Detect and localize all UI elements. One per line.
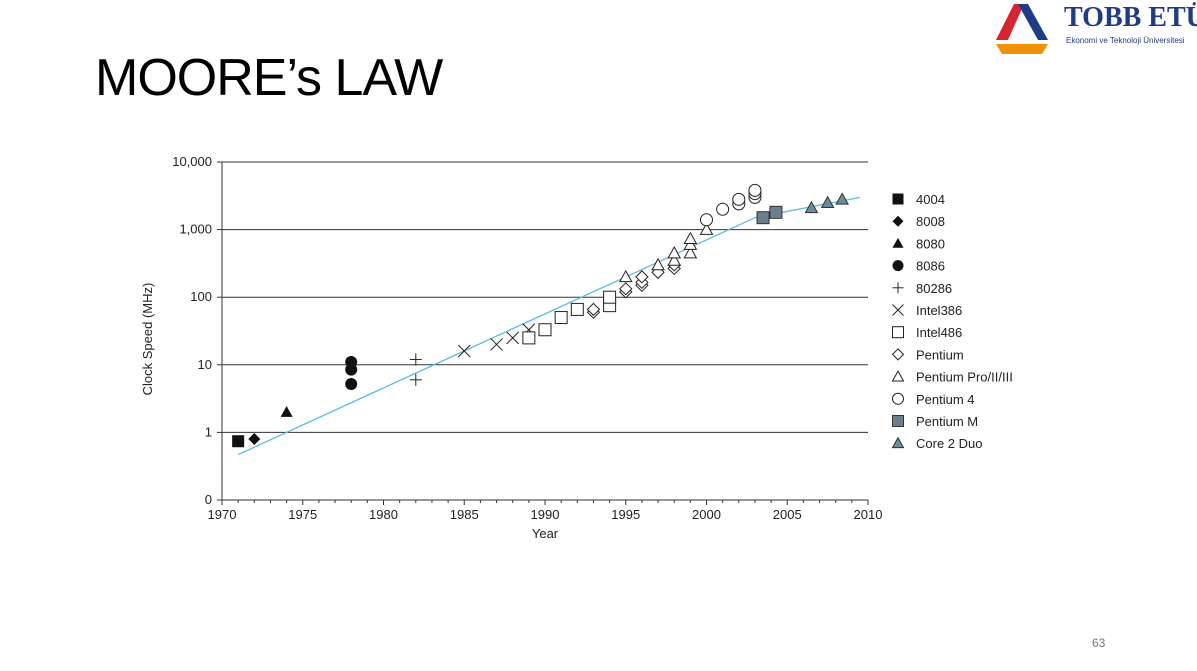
legend-marker-pentium xyxy=(891,348,905,361)
point-intel386-1 xyxy=(490,338,503,351)
point-4004-0 xyxy=(232,435,245,448)
point-intel386-0-b xyxy=(457,344,471,358)
y-tick-label-1: 1 xyxy=(205,424,212,439)
point-8086-0 xyxy=(345,377,358,390)
legend-marker-intel486 xyxy=(892,326,904,339)
axes xyxy=(217,161,869,505)
x-tick-label-3: 1985 xyxy=(450,507,479,522)
point-intel486-5 xyxy=(603,290,617,304)
y-axis-title: Clock Speed (MHz) xyxy=(140,283,155,396)
legend: 4004 8008 8080 8086 80286 Intel386 Intel486 Pen… xyxy=(891,192,1013,451)
y-tick-label-4: 1,000 xyxy=(179,222,212,237)
point-pentium-pro-ii-iii-3 xyxy=(667,246,682,259)
data-points xyxy=(232,183,850,448)
logo-title: TOBB ETÜ xyxy=(1064,2,1197,33)
y-tick-label-0: 0 xyxy=(205,492,212,507)
legend-label-core-2-duo: Core 2 Duo xyxy=(916,436,982,451)
point-pentium-pro-ii-iii-6 xyxy=(683,231,698,245)
legend-marker-8080 xyxy=(892,237,904,248)
page-number: 63 xyxy=(1092,636,1106,650)
point-intel486-0 xyxy=(522,331,536,345)
point-intel486-3 xyxy=(570,302,584,316)
logo-subtitle: Ekonomi ve Teknoloji Üniversitesi xyxy=(1066,36,1185,45)
point-pentium-pro-ii-iii-7 xyxy=(699,222,714,235)
legend-marker-intel386 xyxy=(892,304,904,316)
point-pentium-4-0 xyxy=(700,213,713,227)
point-pentium-3 xyxy=(619,282,633,296)
legend-marker-8008 xyxy=(892,215,904,227)
legend-label-pentium-4: Pentium 4 xyxy=(916,392,975,407)
point-pentium-1 xyxy=(586,302,601,317)
legend-label-pentium-pro-ii-iii: Pentium Pro/II/III xyxy=(916,370,1013,385)
point-8086-2 xyxy=(345,356,358,369)
legend-label-pentium: Pentium xyxy=(916,347,964,362)
legend-label-8080: 8080 xyxy=(916,236,945,251)
legend-label-8008: 8008 xyxy=(916,214,945,229)
legend-marker-pentium-m xyxy=(892,415,904,427)
point-core-2-duo-1 xyxy=(820,195,835,208)
point-intel486-1 xyxy=(538,323,552,337)
x-tick-label-0: 1970 xyxy=(208,507,237,522)
point-pentium-pro-ii-iii-1 xyxy=(651,257,665,271)
point-intel386-2 xyxy=(506,331,520,345)
legend-marker-8086 xyxy=(892,260,904,272)
logo-emblem-icon xyxy=(996,4,1048,54)
legend-label-intel486: Intel486 xyxy=(916,325,962,340)
x-tick-label-7: 2005 xyxy=(773,507,802,522)
legend-label-8086: 8086 xyxy=(916,259,945,274)
point-pentium-4-6 xyxy=(748,183,762,197)
legend-marker-80286 xyxy=(892,282,904,294)
point-pentium-pro-ii-iii-2 xyxy=(667,253,682,266)
point-intel486-2 xyxy=(554,311,568,325)
tobb-etu-logo: TOBB ETÜ Ekonomi ve Teknoloji Üniversite… xyxy=(992,0,1197,56)
slide-title: MOORE’s LAW xyxy=(95,49,443,107)
legend-marker-pentium-pro-ii-iii xyxy=(891,370,905,382)
legend-marker-intel386-b xyxy=(892,304,904,316)
point-pentium-pro-ii-iii-0 xyxy=(618,269,633,283)
legend-marker-pentium-4 xyxy=(892,392,904,405)
legend-marker-4004 xyxy=(892,193,904,205)
point-pentium-6 xyxy=(635,270,649,284)
x-tick-label-5: 1995 xyxy=(611,507,640,522)
point-80286-1 xyxy=(409,353,422,366)
point-core-2-duo-2 xyxy=(835,192,850,205)
point-80286-0 xyxy=(409,373,422,386)
point-8080-0 xyxy=(280,406,293,417)
point-pentium-pro-ii-iii-4 xyxy=(683,246,698,259)
legend-label-4004: 4004 xyxy=(916,192,945,207)
point-pentium-4-1 xyxy=(716,202,730,216)
x-tick-label-6: 2000 xyxy=(692,507,721,522)
tick-labels: 0 1 10 100 1,000 10,000 1970 1975 1980 1985 1990 19… xyxy=(172,154,882,522)
legend-label-pentium-m: Pentium M xyxy=(916,414,978,429)
point-intel386-0 xyxy=(457,344,471,358)
x-tick-label-2: 1980 xyxy=(369,507,398,522)
y-tick-label-3: 100 xyxy=(190,289,212,304)
point-intel386-1-b xyxy=(490,338,503,351)
point-pentium-m-0 xyxy=(756,211,770,225)
legend-label-intel386: Intel386 xyxy=(916,303,962,318)
x-tick-label-4: 1990 xyxy=(531,507,560,522)
point-pentium-m-1 xyxy=(769,205,783,219)
x-tick-label-1: 1975 xyxy=(288,507,317,522)
x-tick-label-8: 2010 xyxy=(854,507,883,522)
point-core-2-duo-0 xyxy=(804,200,819,214)
x-axis-title: Year xyxy=(532,526,559,541)
y-tick-label-5: 10,000 xyxy=(172,154,212,169)
y-tick-label-2: 10 xyxy=(198,357,212,372)
legend-label-80286: 80286 xyxy=(916,281,952,296)
point-pentium-4-3 xyxy=(732,192,746,206)
point-8008-0 xyxy=(248,432,261,445)
legend-marker-core-2-duo xyxy=(891,436,905,449)
point-intel386-2-b xyxy=(506,331,520,345)
